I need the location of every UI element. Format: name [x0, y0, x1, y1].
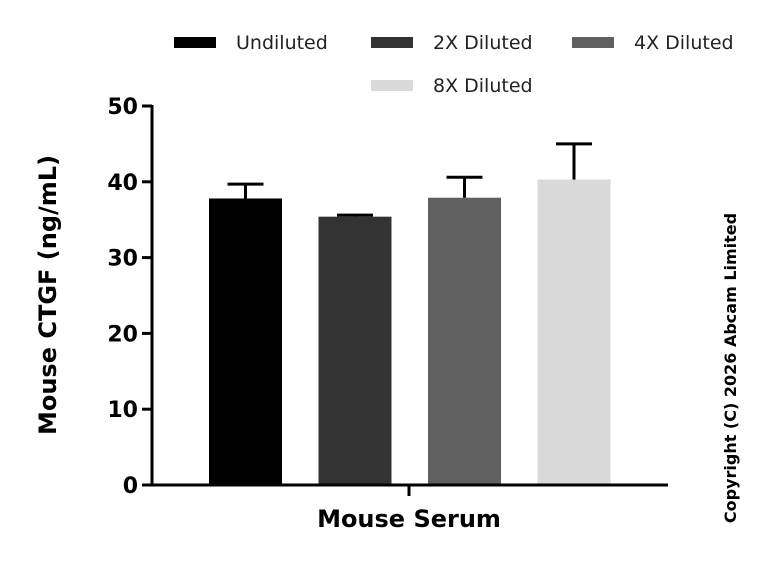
- legend-label: 2X Diluted: [433, 32, 533, 54]
- y-tick-label: 40: [107, 171, 138, 196]
- y-tick-label: 20: [107, 322, 138, 347]
- legend-swatch: [371, 37, 413, 48]
- y-tick-label: 0: [123, 474, 138, 499]
- legend-label: 8X Diluted: [433, 75, 533, 97]
- bar-2x-diluted: [318, 216, 392, 485]
- y-tick-label: 30: [107, 247, 138, 272]
- legend-swatch: [174, 37, 216, 48]
- copyright-text: Copyright (C) 2026 Abcam Limited: [721, 213, 740, 523]
- x-axis: [152, 483, 668, 496]
- y-axis: 0 10 20 30 40 50: [107, 95, 154, 499]
- legend: Undiluted 2X Diluted 4X Diluted 8X Diluted: [174, 32, 734, 97]
- legend-label: 4X Diluted: [634, 32, 734, 54]
- bars: [209, 179, 611, 485]
- error-bars: [227, 142, 592, 217]
- y-axis-title: Mouse CTGF (ng/mL): [34, 155, 62, 435]
- bar-8x-diluted: [537, 179, 611, 485]
- y-tick-label: 10: [107, 398, 138, 423]
- bar-4x-diluted: [428, 197, 501, 485]
- legend-label: Undiluted: [236, 32, 328, 54]
- y-tick-label: 50: [107, 95, 138, 120]
- legend-swatch: [371, 80, 413, 91]
- x-axis-title: Mouse Serum: [317, 505, 501, 533]
- legend-swatch: [572, 37, 614, 48]
- bar-undiluted: [209, 198, 282, 485]
